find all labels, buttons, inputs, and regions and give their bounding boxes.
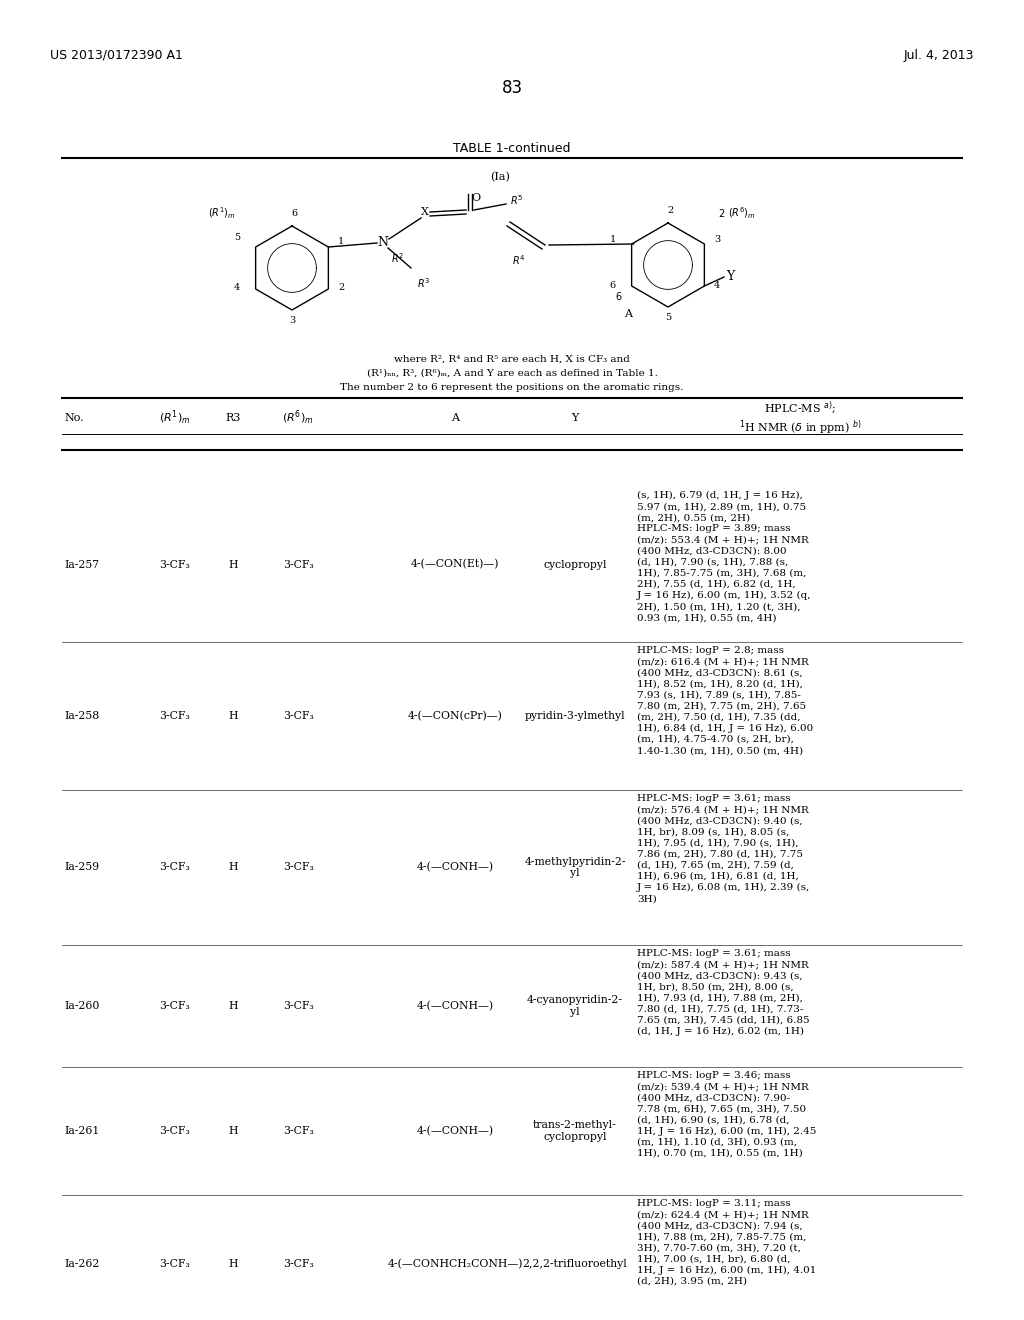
Text: 2: 2 bbox=[667, 206, 673, 215]
Text: 5: 5 bbox=[233, 234, 240, 243]
Text: Ia-262: Ia-262 bbox=[63, 1259, 99, 1269]
Text: 4: 4 bbox=[714, 281, 720, 289]
Text: 3-CF₃: 3-CF₃ bbox=[283, 1259, 313, 1269]
Text: Ia-258: Ia-258 bbox=[63, 711, 99, 721]
Text: 4-(—CONH—): 4-(—CONH—) bbox=[417, 1126, 494, 1137]
Text: (s, 1H), 6.79 (d, 1H, J = 16 Hz),
5.97 (m, 1H), 2.89 (m, 1H), 0.75
(m, 2H), 0.55: (s, 1H), 6.79 (d, 1H, J = 16 Hz), 5.97 (… bbox=[637, 491, 811, 623]
Text: 2: 2 bbox=[338, 284, 344, 293]
Text: 2: 2 bbox=[718, 209, 724, 219]
Text: $(R^1)_m$: $(R^1)_m$ bbox=[208, 206, 236, 220]
Text: pyridin-3-ylmethyl: pyridin-3-ylmethyl bbox=[524, 711, 626, 721]
Text: HPLC-MS: logP = 2.8; mass
(m/z): 616.4 (M + H)+; 1H NMR
(400 MHz, d3-CD3CN): 8.6: HPLC-MS: logP = 2.8; mass (m/z): 616.4 (… bbox=[637, 645, 813, 755]
Text: X: X bbox=[421, 207, 429, 216]
Text: $R^3$: $R^3$ bbox=[417, 276, 430, 290]
Text: US 2013/0172390 A1: US 2013/0172390 A1 bbox=[50, 49, 183, 62]
Text: 6: 6 bbox=[615, 292, 622, 302]
Text: 4-(—CON(Et)—): 4-(—CON(Et)—) bbox=[411, 560, 500, 570]
Text: $(R^6)_m$: $(R^6)_m$ bbox=[728, 206, 756, 220]
Text: H: H bbox=[228, 1001, 238, 1011]
Text: 6: 6 bbox=[610, 281, 616, 289]
Text: H: H bbox=[228, 1259, 238, 1269]
Text: 3-CF₃: 3-CF₃ bbox=[283, 1126, 313, 1137]
Text: 3-CF₃: 3-CF₃ bbox=[160, 862, 190, 873]
Text: The number 2 to 6 represent the positions on the aromatic rings.: The number 2 to 6 represent the position… bbox=[340, 383, 684, 392]
Text: 5: 5 bbox=[665, 313, 671, 322]
Text: 3-CF₃: 3-CF₃ bbox=[160, 1259, 190, 1269]
Text: 4-(—CONH—): 4-(—CONH—) bbox=[417, 1001, 494, 1011]
Text: 4-cyanopyridin-2-
yl: 4-cyanopyridin-2- yl bbox=[527, 995, 623, 1016]
Text: H: H bbox=[228, 862, 238, 873]
Text: Ia-259: Ia-259 bbox=[63, 862, 99, 873]
Text: H: H bbox=[228, 1126, 238, 1137]
Text: (R¹)ₙₙ, R³, (R⁶)ₘ, A and Y are each as defined in Table 1.: (R¹)ₙₙ, R³, (R⁶)ₘ, A and Y are each as d… bbox=[367, 370, 657, 378]
Text: 6: 6 bbox=[291, 209, 297, 218]
Text: O: O bbox=[471, 193, 480, 203]
Text: No.: No. bbox=[63, 413, 84, 422]
Text: 4-(—CONH—): 4-(—CONH—) bbox=[417, 862, 494, 873]
Text: 3-CF₃: 3-CF₃ bbox=[283, 560, 313, 569]
Text: HPLC-MS: logP = 3.61; mass
(m/z): 587.4 (M + H)+; 1H NMR
(400 MHz, d3-CD3CN): 9.: HPLC-MS: logP = 3.61; mass (m/z): 587.4 … bbox=[637, 949, 810, 1036]
Text: trans-2-methyl-
cyclopropyl: trans-2-methyl- cyclopropyl bbox=[534, 1121, 616, 1142]
Text: (Ia): (Ia) bbox=[490, 172, 510, 182]
Text: 4-(—CONHCH₂CONH—): 4-(—CONHCH₂CONH—) bbox=[387, 1259, 522, 1269]
Text: H: H bbox=[228, 711, 238, 721]
Text: 3-CF₃: 3-CF₃ bbox=[160, 1001, 190, 1011]
Text: H: H bbox=[228, 560, 238, 569]
Text: 3-CF₃: 3-CF₃ bbox=[283, 862, 313, 873]
Text: cyclopropyl: cyclopropyl bbox=[544, 560, 607, 569]
Text: 1: 1 bbox=[338, 238, 344, 247]
Text: Ia-260: Ia-260 bbox=[63, 1001, 99, 1011]
Text: $R^4$: $R^4$ bbox=[512, 253, 525, 267]
Text: 3: 3 bbox=[289, 315, 295, 325]
Text: $(R^6)_m$: $(R^6)_m$ bbox=[283, 409, 313, 428]
Text: 2,2,2-trifluoroethyl: 2,2,2-trifluoroethyl bbox=[522, 1259, 628, 1269]
Text: 83: 83 bbox=[502, 79, 522, 96]
Text: Ia-261: Ia-261 bbox=[63, 1126, 99, 1137]
Text: $^1$H NMR ($\delta$ in ppm) $^{b)}$: $^1$H NMR ($\delta$ in ppm) $^{b)}$ bbox=[738, 418, 861, 437]
Text: HPLC-MS: logP = 3.11; mass
(m/z): 624.4 (M + H)+; 1H NMR
(400 MHz, d3-CD3CN): 7.: HPLC-MS: logP = 3.11; mass (m/z): 624.4 … bbox=[637, 1199, 816, 1286]
Text: 4: 4 bbox=[233, 284, 240, 293]
Text: $R^2$: $R^2$ bbox=[391, 251, 404, 265]
Text: 3: 3 bbox=[714, 235, 720, 243]
Text: Jul. 4, 2013: Jul. 4, 2013 bbox=[903, 49, 974, 62]
Text: Y: Y bbox=[571, 413, 579, 422]
Text: Y: Y bbox=[726, 271, 734, 284]
Text: 3-CF₃: 3-CF₃ bbox=[283, 711, 313, 721]
Text: A: A bbox=[451, 413, 459, 422]
Text: TABLE 1-continued: TABLE 1-continued bbox=[454, 141, 570, 154]
Text: 4-(—CON(cPr)—): 4-(—CON(cPr)—) bbox=[408, 711, 503, 721]
Text: Ia-257: Ia-257 bbox=[63, 560, 99, 569]
Text: A: A bbox=[624, 309, 632, 319]
Text: 3-CF₃: 3-CF₃ bbox=[160, 560, 190, 569]
Text: 3-CF₃: 3-CF₃ bbox=[160, 1126, 190, 1137]
Text: R3: R3 bbox=[225, 413, 241, 422]
Text: $R^5$: $R^5$ bbox=[510, 193, 523, 207]
Text: HPLC-MS: logP = 3.61; mass
(m/z): 576.4 (M + H)+; 1H NMR
(400 MHz, d3-CD3CN): 9.: HPLC-MS: logP = 3.61; mass (m/z): 576.4 … bbox=[637, 795, 810, 903]
Text: where R², R⁴ and R⁵ are each H, X is CF₃ and: where R², R⁴ and R⁵ are each H, X is CF₃… bbox=[394, 355, 630, 364]
Text: 3-CF₃: 3-CF₃ bbox=[283, 1001, 313, 1011]
Text: 3-CF₃: 3-CF₃ bbox=[160, 711, 190, 721]
Text: HPLC-MS: logP = 3.46; mass
(m/z): 539.4 (M + H)+; 1H NMR
(400 MHz, d3-CD3CN): 7.: HPLC-MS: logP = 3.46; mass (m/z): 539.4 … bbox=[637, 1071, 816, 1158]
Text: HPLC-MS $^{a)}$;: HPLC-MS $^{a)}$; bbox=[764, 400, 837, 416]
Text: $(R^1)_m$: $(R^1)_m$ bbox=[159, 409, 190, 428]
Text: 1: 1 bbox=[609, 235, 616, 243]
Text: N: N bbox=[378, 236, 388, 249]
Text: 4-methylpyridin-2-
yl: 4-methylpyridin-2- yl bbox=[524, 857, 626, 878]
